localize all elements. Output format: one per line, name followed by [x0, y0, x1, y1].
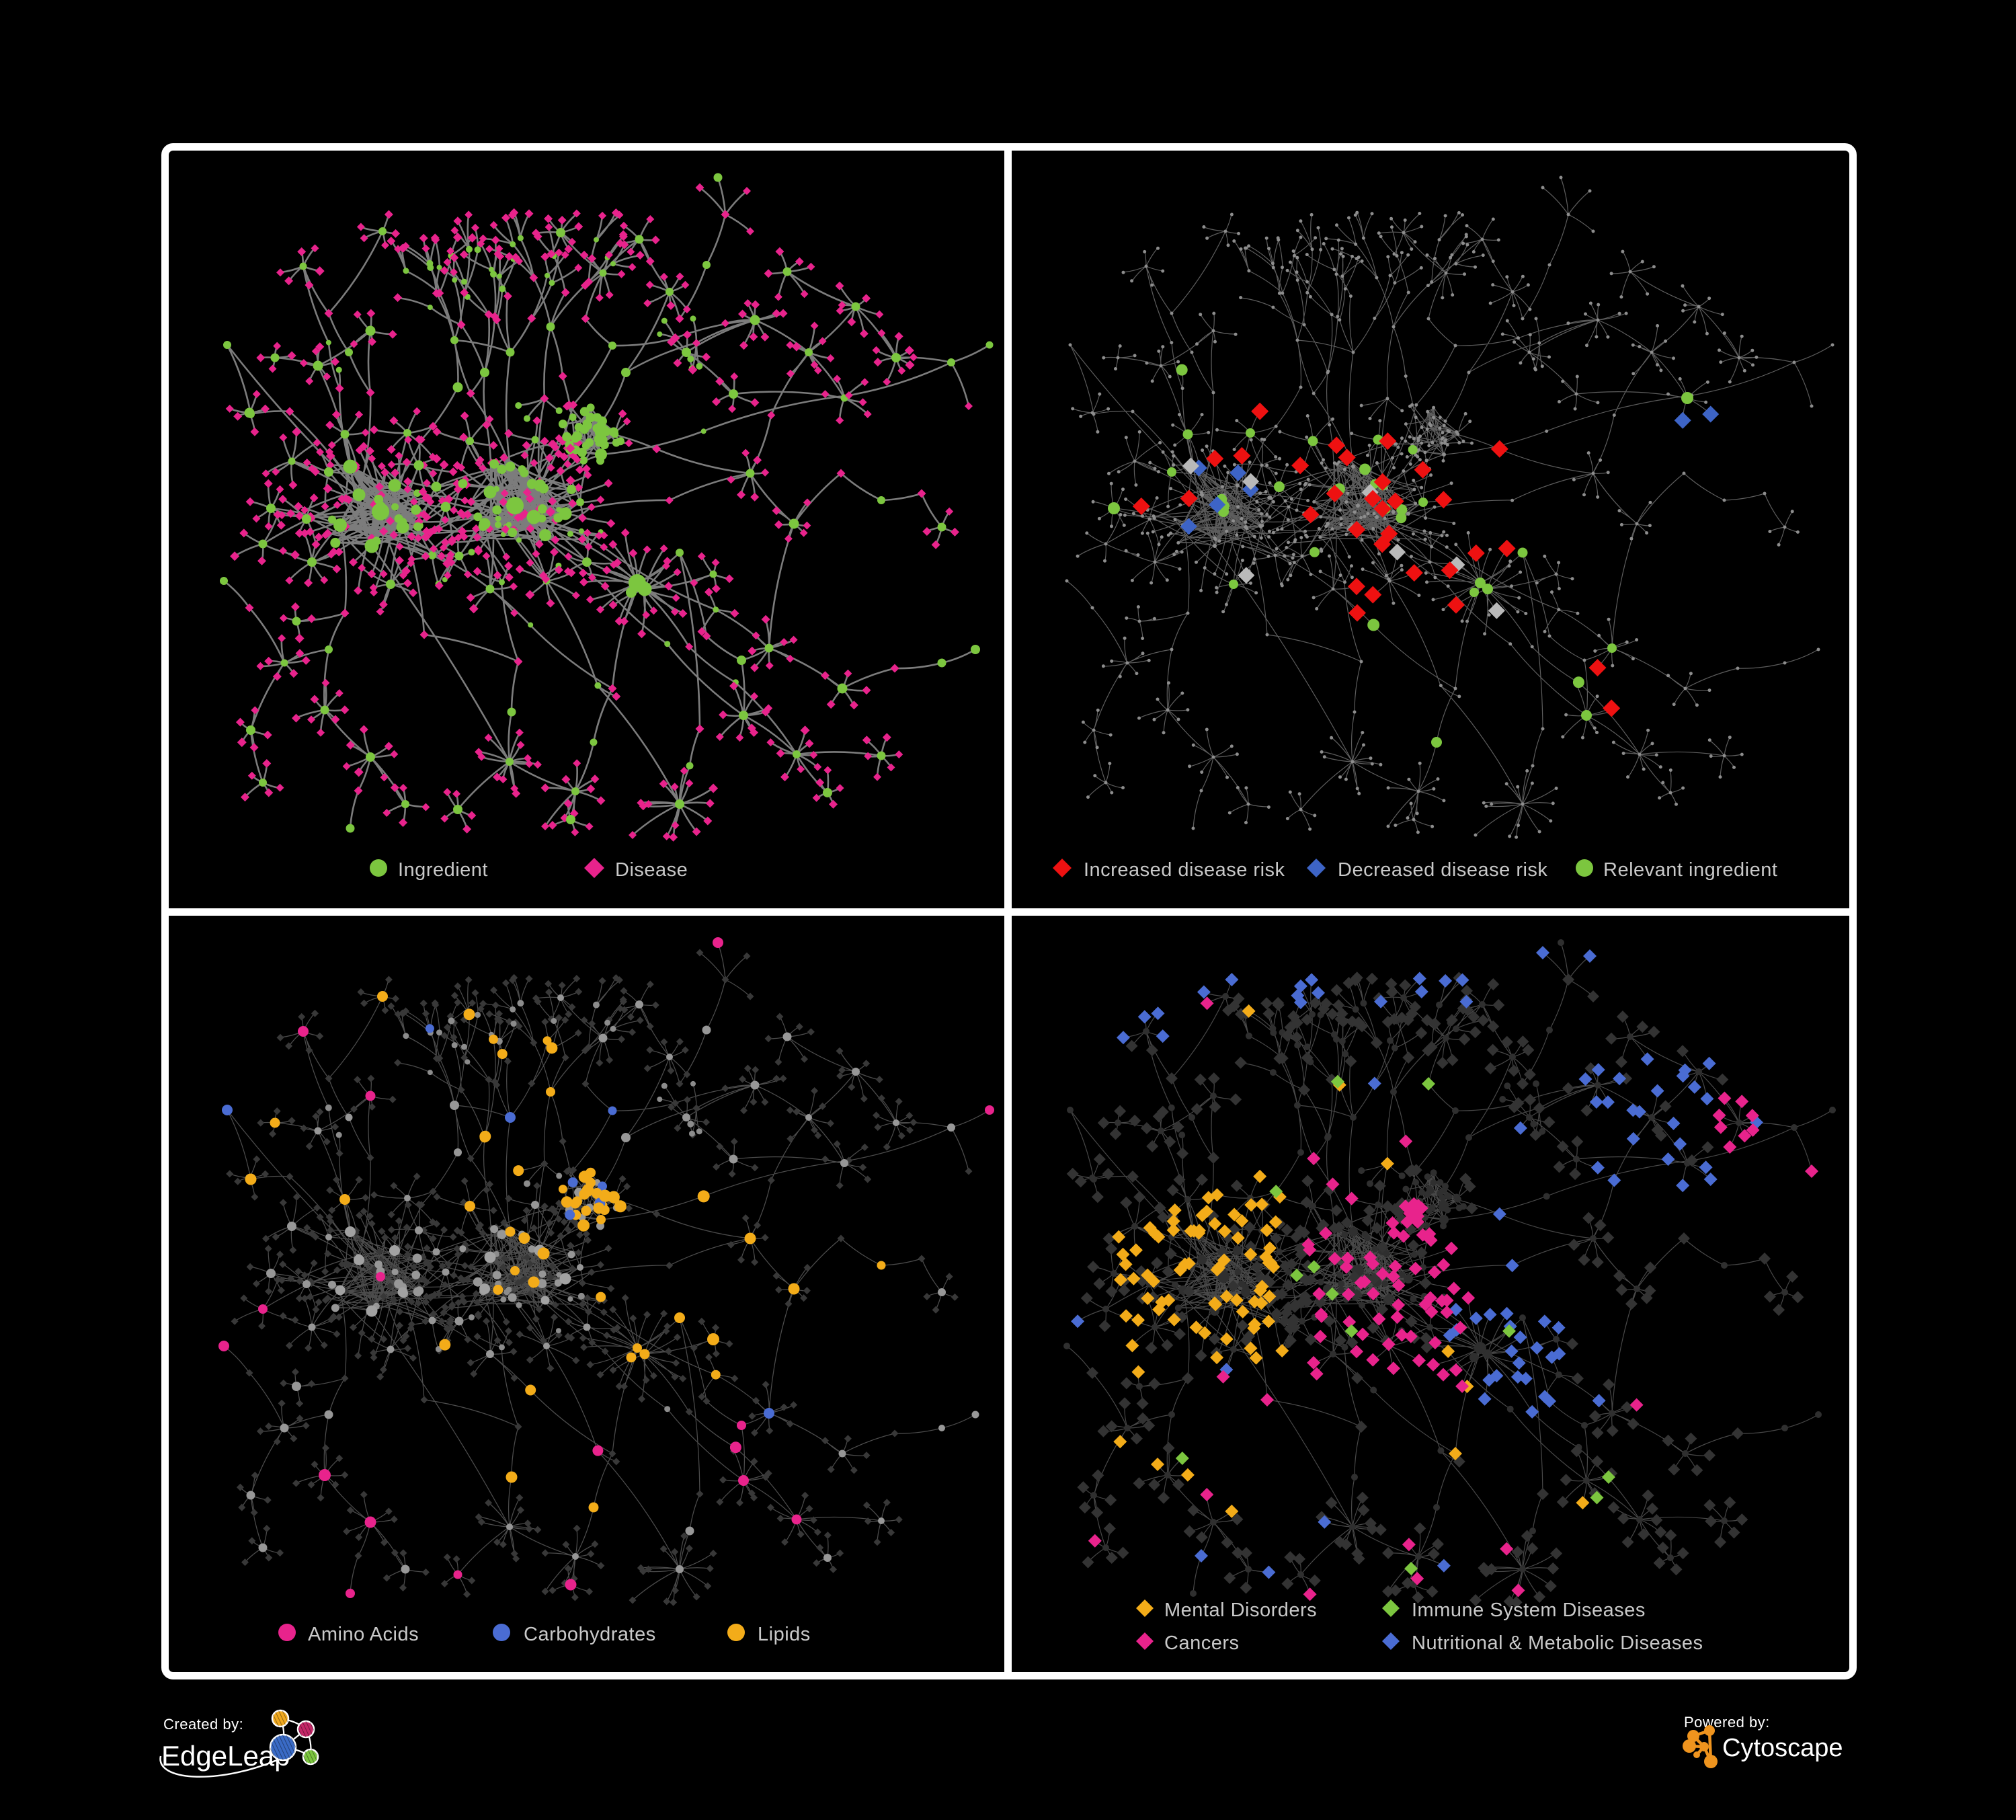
svg-text:EdgeLeap: EdgeLeap — [161, 1740, 290, 1772]
svg-text:Carbohydrates: Carbohydrates — [524, 1624, 656, 1645]
svg-text:Lipids: Lipids — [758, 1624, 811, 1645]
svg-text:Nutritional & Metabolic Diseas: Nutritional & Metabolic Diseases — [1412, 1632, 1703, 1654]
svg-text:Powered by:: Powered by: — [1684, 1714, 1770, 1731]
svg-text:Ingredient: Ingredient — [398, 859, 488, 881]
svg-text:Disease: Disease — [615, 859, 688, 881]
svg-text:Amino Acids: Amino Acids — [308, 1624, 419, 1645]
svg-text:Cancers: Cancers — [1164, 1632, 1240, 1654]
svg-text:Mental Disorders: Mental Disorders — [1164, 1599, 1317, 1621]
svg-text:Created by:: Created by: — [163, 1716, 243, 1733]
svg-text:Increased disease risk: Increased disease risk — [1084, 859, 1285, 881]
svg-text:Cytoscape: Cytoscape — [1722, 1734, 1843, 1762]
svg-text:Relevant ingredient: Relevant ingredient — [1603, 859, 1777, 881]
svg-text:Immune System Diseases: Immune System Diseases — [1412, 1599, 1646, 1621]
svg-text:Decreased disease risk: Decreased disease risk — [1338, 859, 1547, 881]
